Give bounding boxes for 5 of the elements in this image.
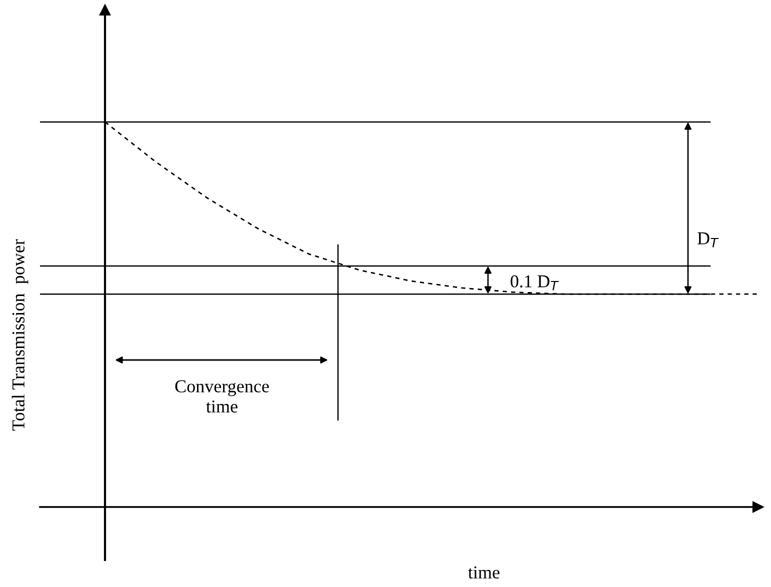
annotation: D$_{T}$ <box>698 232 719 248</box>
y-axis-title: Total Transmission power <box>12 239 28 431</box>
annotation: 0.1 D$_{T}$ <box>510 275 559 290</box>
x-axis-title: time <box>468 566 500 579</box>
annotation: Convergence time <box>175 380 269 413</box>
